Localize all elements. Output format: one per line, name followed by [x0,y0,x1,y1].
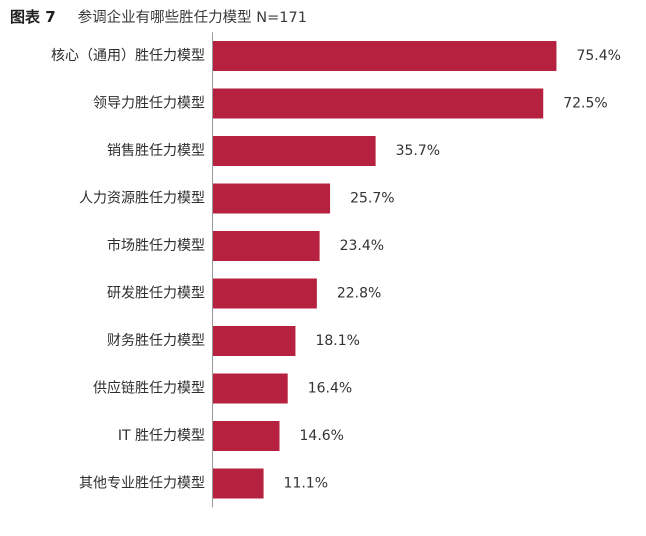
value-label: 18.1% [315,333,359,349]
bar [213,421,280,451]
bar [213,41,557,71]
value-label: 16.4% [308,381,352,397]
category-label: 供应链胜任力模型 [93,380,205,397]
category-label: 财务胜任力模型 [107,333,205,349]
value-label: 72.5% [563,96,607,112]
category-label: 领导力胜任力模型 [93,96,205,112]
category-labels-layer: 核心（通用）胜任力模型领导力胜任力模型销售胜任力模型人力资源胜任力模型市场胜任力… [51,48,205,492]
bar [213,231,320,261]
bar [213,136,376,166]
value-label: 75.4% [576,48,620,64]
bar [213,326,296,356]
value-labels-layer: 75.4% 72.5% 35.7% 25.7% 23.4% 22.8% 18.1% 16.4%… [284,48,621,492]
category-label: IT 胜任力模型 [118,428,205,444]
category-label: 核心（通用）胜任力模型 [51,48,205,64]
chart-title: 参调企业有哪些胜任力模型 N=171 [77,9,307,26]
bar [213,88,544,119]
figure-label: 图表 7 [10,7,56,26]
value-label: 22.8% [337,286,381,302]
bar [213,468,264,499]
bar [213,278,317,309]
bar [213,373,288,404]
value-label: 11.1% [284,476,328,492]
category-label: 研发胜任力模型 [107,286,205,302]
value-label: 14.6% [300,428,344,444]
category-label: 其他专业胜任力模型 [79,476,205,492]
category-label: 人力资源胜任力模型 [79,191,205,207]
value-label: 25.7% [350,191,394,207]
category-label: 销售胜任力模型 [107,143,205,159]
category-label: 市场胜任力模型 [107,237,205,254]
bars-layer [213,41,557,499]
value-label: 35.7% [396,143,440,159]
value-label: 23.4% [340,238,384,254]
bar [213,183,331,214]
figure-header: 图表 7 参调企业有哪些胜任力模型 N=171 [10,4,307,28]
